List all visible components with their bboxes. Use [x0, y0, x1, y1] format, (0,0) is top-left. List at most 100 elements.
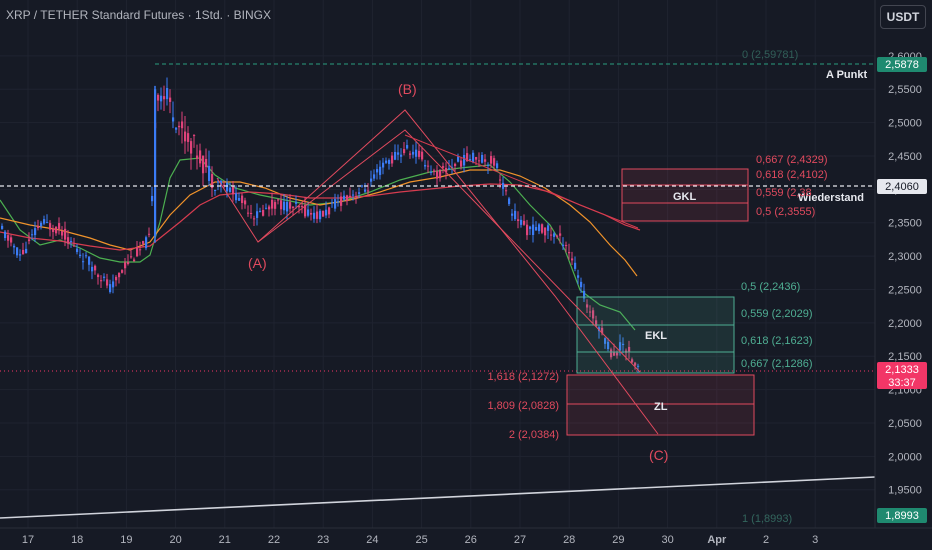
- candle-body: [586, 304, 589, 308]
- candle-body: [40, 222, 43, 227]
- candle-body: [355, 196, 358, 198]
- candle-body: [550, 234, 553, 236]
- candle-body: [562, 244, 565, 247]
- candle-body: [343, 195, 346, 200]
- candle-body: [553, 233, 556, 237]
- candle-body: [517, 219, 520, 222]
- time-tick-label: 22: [268, 534, 280, 546]
- candle-body: [274, 202, 277, 209]
- time-tick-label: 26: [465, 534, 477, 546]
- wave-c-label: (C): [649, 447, 668, 463]
- time-axis[interactable]: 17 18 19 20 21 22 23 24 25 26 27 28 29 30 Apr 2 3: [22, 534, 818, 546]
- wave-a-label: (A): [248, 255, 267, 271]
- candle-body: [73, 245, 76, 247]
- candle-body: [82, 261, 85, 263]
- price-tick-label: 2,4500: [888, 151, 922, 163]
- candle-body: [184, 131, 187, 142]
- price-tick-label: 2,5500: [888, 84, 922, 96]
- ekl-zone[interactable]: EKL: [576, 296, 735, 374]
- candle-body: [463, 154, 466, 166]
- fib-top-label: 0 (2,59781): [742, 49, 798, 61]
- candlestick-series: [1, 77, 640, 374]
- candle-body: [283, 201, 286, 211]
- candle-body: [322, 210, 325, 217]
- candle-body: [595, 320, 598, 327]
- candle-body: [358, 192, 361, 194]
- candle-body: [481, 154, 484, 163]
- candle-body: [502, 182, 505, 189]
- candle-body: [217, 181, 220, 183]
- candle-body: [166, 88, 169, 100]
- time-tick-label: 2: [763, 534, 769, 546]
- candle-body: [457, 156, 460, 162]
- candle-body: [280, 200, 283, 210]
- currency-button[interactable]: USDT: [880, 5, 926, 29]
- candle-body: [163, 96, 166, 100]
- candle-body: [307, 209, 310, 216]
- candle-body: [1, 225, 4, 229]
- price-tick-label: 2,5000: [888, 118, 922, 130]
- candle-body: [133, 259, 136, 262]
- candle-body: [118, 272, 121, 278]
- candle-body: [532, 224, 535, 235]
- gkl-zone[interactable]: GKL: [621, 168, 749, 222]
- candle-body: [316, 211, 319, 219]
- candle-body: [232, 186, 235, 195]
- candle-body: [286, 201, 289, 212]
- candle-body: [442, 166, 445, 168]
- candle-body: [259, 210, 262, 212]
- candle-body: [538, 224, 541, 232]
- price-axis[interactable]: 2,60002,55002,50002,45002,40002,35002,30…: [888, 51, 922, 497]
- ekl-label: EKL: [645, 330, 667, 342]
- candle-body: [199, 150, 202, 164]
- candle-body: [121, 270, 124, 273]
- zl-zone[interactable]: ZL: [566, 374, 755, 436]
- candle-body: [208, 165, 211, 182]
- candle-body: [25, 248, 28, 254]
- candle-body: [211, 174, 214, 188]
- ekl-level-2: 0,559 (2,2029): [741, 308, 813, 320]
- candle-body: [70, 240, 73, 242]
- zl-level-1: 1,618 (2,1272): [487, 371, 559, 383]
- candle-body: [421, 151, 424, 160]
- price-tick-label: 2,2000: [888, 318, 922, 330]
- candle-body: [559, 233, 562, 236]
- candle-body: [160, 95, 163, 102]
- price-tick-label: 2,2500: [888, 284, 922, 296]
- candle-body: [52, 228, 55, 232]
- candle-body: [22, 249, 25, 255]
- price-tick-label: 1,9500: [888, 485, 922, 497]
- candle-body: [76, 248, 79, 253]
- candle-body: [493, 158, 496, 166]
- candle-body: [391, 155, 394, 164]
- candle-body: [43, 219, 46, 224]
- ekl-level-4: 0,667 (2,1286): [741, 358, 813, 370]
- candle-body: [349, 195, 352, 197]
- gkl-level-4: 0,5 (2,3555): [756, 206, 815, 218]
- candle-body: [64, 228, 67, 240]
- ekl-level-1: 0,5 (2,2436): [741, 281, 800, 293]
- ma-orange-line: [0, 169, 638, 277]
- candle-body: [79, 254, 82, 256]
- candle-body: [403, 149, 406, 154]
- time-tick-label: 19: [120, 534, 132, 546]
- symbol-title: XRP / TETHER Standard Futures · 1Std. · …: [6, 8, 271, 22]
- candle-body: [466, 153, 469, 162]
- ekl-level-3: 0,618 (2,1623): [741, 335, 813, 347]
- candle-body: [406, 145, 409, 149]
- candle-body: [592, 310, 595, 319]
- zl-level-3: 2 (2,0384): [509, 429, 559, 441]
- candle-body: [370, 178, 373, 182]
- candle-body: [505, 190, 508, 192]
- candle-body: [469, 158, 472, 161]
- candle-body: [514, 210, 517, 220]
- candle-body: [238, 198, 241, 201]
- candle-body: [31, 234, 34, 236]
- candle-body: [535, 227, 538, 231]
- candle-body: [541, 224, 544, 233]
- candle-body: [253, 218, 256, 220]
- time-tick-label: 17: [22, 534, 34, 546]
- candle-body: [202, 155, 205, 174]
- candle-body: [127, 262, 130, 265]
